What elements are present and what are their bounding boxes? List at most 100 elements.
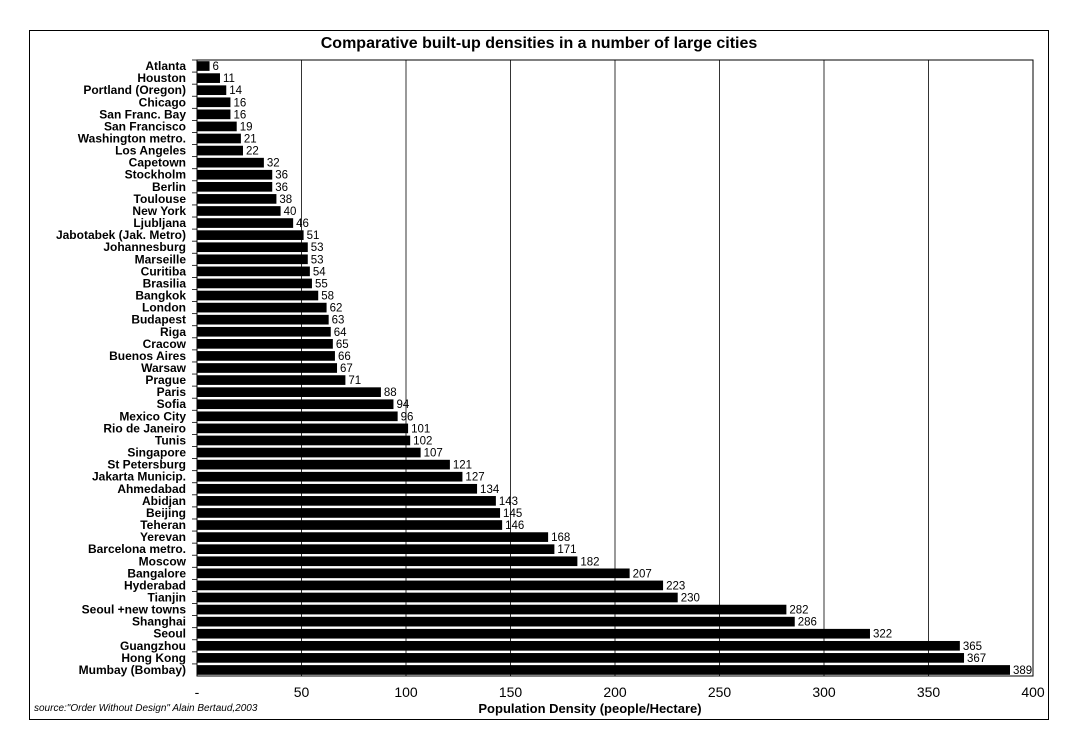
value-label: 223 [666, 580, 685, 592]
source-note: source:"Order Without Design" Alain Bert… [34, 703, 258, 714]
category-label: Seoul [153, 627, 186, 641]
x-tick-label: 200 [603, 684, 627, 700]
value-label: 63 [332, 315, 345, 327]
x-tick-label: 400 [1021, 684, 1045, 700]
bar [197, 339, 333, 349]
value-label: 365 [963, 641, 982, 653]
category-label: Yerevan [140, 530, 186, 544]
bar [197, 326, 331, 337]
value-label: 88 [384, 387, 397, 399]
bar [197, 109, 231, 120]
value-label: 32 [267, 158, 280, 170]
bar [197, 387, 381, 397]
value-label: 121 [453, 460, 472, 472]
bar [197, 399, 394, 410]
value-label: 36 [275, 170, 288, 182]
bar [197, 61, 210, 71]
value-label: 94 [396, 399, 409, 411]
x-tick-labels: - 50 100 150 200 250 300 350 400 [195, 684, 1045, 700]
bar [197, 411, 398, 422]
value-label: 127 [465, 472, 484, 484]
bar [197, 471, 463, 482]
x-axis-label: Population Density (people/Hectare) [478, 701, 702, 716]
value-label: 65 [336, 339, 349, 351]
bar [197, 483, 478, 494]
category-label: Buenos Aires [109, 349, 186, 363]
value-label: 101 [411, 423, 430, 435]
value-label: 51 [307, 230, 320, 242]
bar [197, 218, 294, 228]
category-label: Bangalore [127, 566, 186, 580]
category-label: Seoul +new towns [82, 603, 187, 617]
category-label: Shanghai [132, 615, 186, 629]
category-label: Atlanta [145, 59, 186, 73]
category-label: Prague [145, 373, 186, 387]
category-label: Ahmedabad [117, 482, 186, 496]
value-label: 168 [551, 532, 570, 544]
bar [197, 121, 237, 132]
value-label: 21 [244, 134, 257, 146]
bar [197, 230, 304, 240]
category-label: Budapest [131, 313, 186, 327]
bar [197, 363, 338, 373]
value-label: 16 [233, 97, 246, 109]
category-label: Warsaw [141, 361, 187, 375]
value-label: 146 [505, 520, 524, 532]
category-label: Paris [157, 385, 187, 399]
bar [197, 616, 795, 627]
x-tick-label: - [195, 684, 200, 700]
category-label: Marseille [135, 252, 187, 266]
bar [197, 133, 241, 144]
value-label: 40 [284, 206, 297, 218]
category-label: Chicago [139, 95, 186, 109]
bar [197, 508, 501, 518]
bar [197, 194, 277, 204]
category-label: Riga [160, 325, 186, 339]
value-label: 182 [580, 556, 599, 568]
category-label: Teheran [140, 518, 186, 532]
value-label: 53 [311, 254, 324, 266]
grid-lines [196, 59, 1034, 677]
value-label: 66 [338, 351, 351, 363]
value-label: 11 [223, 73, 235, 85]
value-label: 22 [246, 146, 259, 158]
value-label: 134 [480, 484, 500, 496]
bar [197, 447, 421, 458]
category-label: Washington metro. [78, 132, 186, 146]
chart-frame: Comparative built-up densities in a numb… [29, 30, 1049, 720]
bar [197, 628, 870, 639]
bar [197, 640, 960, 651]
category-label: Curitiba [141, 264, 187, 278]
bar [197, 145, 243, 156]
x-tick-label: 50 [294, 684, 310, 700]
category-label: Guangzhou [120, 639, 186, 653]
value-label: 282 [789, 605, 808, 617]
bar [197, 435, 411, 446]
category-label: Moscow [139, 554, 187, 568]
value-label: 171 [557, 544, 576, 556]
chart-title: Comparative built-up densities in a numb… [320, 35, 758, 52]
value-label: 19 [240, 121, 253, 133]
category-label: Berlin [152, 180, 186, 194]
category-label: Hyderabad [124, 578, 186, 592]
category-label: Beijing [146, 506, 186, 520]
category-label: Los Angeles [115, 144, 186, 158]
category-label: Jakarta Municip. [92, 470, 186, 484]
bar [197, 85, 227, 96]
category-label: Barcelona metro. [88, 542, 186, 556]
category-label: Sofia [157, 397, 187, 411]
category-label: Bangkok [135, 289, 186, 303]
bar [197, 302, 327, 313]
value-label: 207 [633, 568, 652, 580]
x-tick-label: 150 [499, 684, 523, 700]
x-tick-label: 100 [394, 684, 418, 700]
category-label: Mexico City [119, 409, 186, 423]
value-label: 6 [213, 61, 219, 73]
category-label: Tianjin [148, 590, 186, 604]
x-tick-label: 250 [708, 684, 732, 700]
value-label: 14 [229, 85, 242, 97]
category-label: Jabotabek (Jak. Metro) [56, 228, 186, 242]
category-label: Ljubljana [133, 216, 186, 230]
value-label: 54 [313, 266, 326, 278]
